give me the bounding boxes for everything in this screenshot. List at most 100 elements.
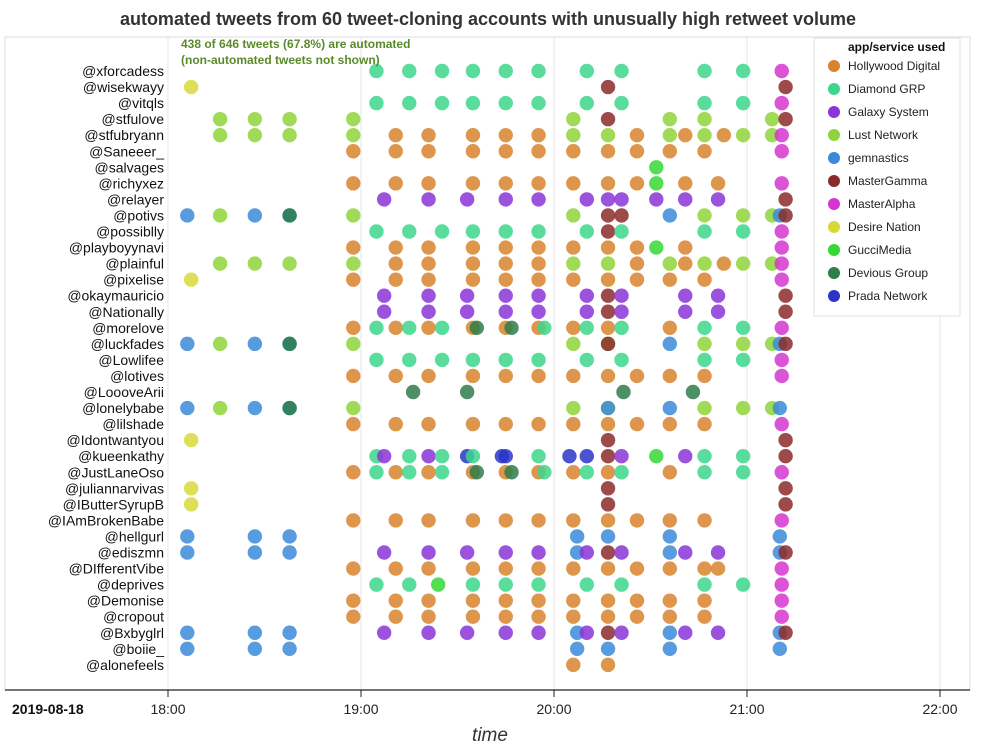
- tweet-point: [662, 336, 677, 352]
- tweet-point: [531, 95, 546, 111]
- tweet-point: [531, 144, 546, 159]
- tweet-point: [465, 593, 481, 608]
- tweet-point: [388, 256, 403, 271]
- tweet-point: [566, 320, 581, 335]
- tweet-point: [566, 400, 581, 416]
- tweet-point: [600, 79, 616, 95]
- tweet-point: [346, 128, 361, 143]
- tweet-point: [774, 144, 789, 159]
- tweet-point: [465, 240, 481, 255]
- tweet-point: [421, 320, 436, 335]
- tweet-point: [697, 561, 712, 576]
- tweet-point: [369, 320, 384, 335]
- tweet-point: [369, 63, 384, 79]
- tweet-point: [735, 465, 751, 480]
- tweet-point: [778, 79, 793, 95]
- legend-label: Devious Group: [848, 266, 928, 280]
- account-label: @boiie_: [112, 641, 164, 657]
- tweet-point: [614, 465, 629, 480]
- tweet-point: [566, 657, 581, 673]
- tweet-point: [778, 336, 793, 352]
- tweet-point: [183, 272, 199, 287]
- tweet-point: [629, 609, 645, 624]
- tweet-point: [498, 593, 513, 608]
- tweet-point: [697, 95, 712, 111]
- tweet-point: [735, 449, 751, 464]
- tweet-point: [600, 497, 616, 512]
- tweet-point: [421, 545, 436, 560]
- tweet-point: [402, 449, 417, 464]
- account-label: @deprives: [97, 577, 164, 593]
- tweet-point: [421, 465, 436, 480]
- tweet-point: [600, 465, 616, 480]
- legend-swatch: [828, 244, 840, 256]
- tweet-point: [531, 449, 546, 464]
- tweet-point: [778, 449, 793, 464]
- tweet-point: [212, 400, 228, 416]
- tweet-point: [531, 625, 546, 640]
- tweet-point: [600, 224, 616, 239]
- tweet-point: [431, 577, 446, 592]
- tweet-point: [531, 63, 546, 79]
- tweet-point: [212, 336, 228, 352]
- tweet-point: [579, 625, 595, 640]
- tweet-point: [180, 545, 195, 560]
- tweet-point: [772, 641, 788, 656]
- tweet-point: [600, 481, 616, 496]
- tweet-point: [346, 208, 361, 223]
- tweet-point: [774, 224, 789, 239]
- account-label: @stfulove: [102, 111, 165, 127]
- tweet-point: [498, 63, 513, 79]
- legend-label: MasterGamma: [848, 174, 928, 188]
- tweet-point: [531, 128, 546, 143]
- tweet-point: [498, 561, 513, 576]
- tweet-point: [778, 288, 793, 303]
- tweet-point: [697, 256, 712, 271]
- account-label: @stfubryann: [84, 127, 164, 143]
- tweet-point: [247, 529, 263, 544]
- tweet-point: [498, 240, 513, 255]
- tweet-point: [566, 513, 581, 528]
- tweet-point: [247, 111, 263, 127]
- tweet-point: [346, 513, 361, 528]
- tweet-point: [662, 320, 677, 335]
- tweet-point: [662, 272, 677, 287]
- tweet-point: [600, 176, 616, 191]
- account-label: @kueenkathy: [78, 448, 164, 464]
- account-label: @xforcadess: [82, 63, 164, 79]
- tweet-point: [498, 288, 513, 303]
- tweet-point: [774, 63, 789, 79]
- tweet-point: [498, 224, 513, 239]
- tweet-point: [346, 368, 361, 384]
- tweet-point: [735, 63, 751, 79]
- tweet-point: [735, 224, 751, 239]
- tweet-point: [579, 288, 595, 303]
- tweet-point: [614, 224, 629, 239]
- tweet-point: [662, 416, 677, 432]
- tweet-point: [531, 416, 546, 432]
- tweet-point: [388, 144, 403, 159]
- tweet-point: [402, 224, 417, 239]
- tweet-point: [579, 320, 595, 335]
- tweet-point: [614, 625, 629, 640]
- account-label: @IAmBrokenBabe: [48, 512, 164, 528]
- tweet-point: [579, 95, 595, 111]
- annotation-line-2: (non-automated tweets not shown): [181, 53, 380, 67]
- x-axis-label: time: [472, 725, 508, 746]
- tweet-point: [600, 111, 616, 127]
- tweet-point: [465, 368, 481, 384]
- tweet-point: [465, 272, 481, 287]
- x-tick-label: 20:00: [536, 701, 571, 717]
- tweet-point: [498, 609, 513, 624]
- tweet-point: [778, 481, 793, 496]
- tweet-point: [247, 641, 263, 656]
- account-label: @Idontwantyou: [67, 432, 165, 448]
- tweet-point: [346, 144, 361, 159]
- legend-swatch: [828, 83, 840, 95]
- tweet-point: [710, 625, 726, 640]
- tweet-point: [376, 304, 392, 319]
- tweet-point: [469, 320, 484, 335]
- tweet-point: [579, 545, 595, 560]
- tweet-point: [531, 304, 546, 319]
- tweet-point: [616, 384, 631, 400]
